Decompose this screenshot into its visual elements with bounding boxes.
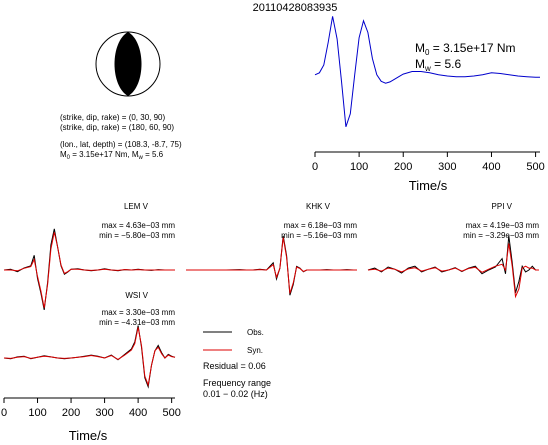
wave-x-tick-label: 400 — [129, 407, 147, 419]
wave-x-tick-label: 100 — [28, 407, 46, 419]
stf-x-ticks: 0 100 200 300 400 500 — [312, 152, 545, 173]
legend-obs-label: Obs. — [247, 328, 264, 337]
ppi-observed-trace — [367, 235, 539, 293]
stf-x-axis-label: Time/s — [409, 178, 448, 193]
event-location: (lon., lat, depth) = (108.3, -8.7, 75) — [60, 140, 182, 149]
station-name: LEM V — [124, 202, 149, 211]
station-name: WSI V — [125, 291, 148, 300]
station-panel-wsi: WSI V max = 3.30e−03 mm min = −4.31e−03 … — [99, 291, 175, 327]
waveform-traces — [3, 228, 539, 389]
moment-line: M0 = 3.15e+17 Nm, Mw = 5.6 — [60, 150, 164, 161]
stf-x-tick-label: 300 — [438, 161, 456, 173]
station-min: min = −4.31e−03 mm — [99, 318, 175, 327]
figure-title: 20110428083935 — [253, 2, 338, 14]
wave-x-tick-label: 300 — [95, 407, 113, 419]
lem-synthetic-trace — [4, 232, 175, 308]
legend-syn-label: Syn. — [247, 346, 263, 355]
station-max: max = 4.63e−03 mm — [102, 221, 176, 230]
station-min: min = −3.29e−03 mm — [463, 231, 539, 240]
stf-m0-label: M0 = 3.15e+17 Nm — [415, 41, 516, 57]
station-max: max = 4.19e−03 mm — [466, 221, 540, 230]
station-panel-lem: LEM V max = 4.63e−03 mm min = −5.80e−03 … — [99, 202, 175, 240]
stf-series-line — [314, 16, 540, 127]
nodal-plane-2: (strike, dip, rake) = (180, 60, 90) — [60, 123, 174, 132]
stf-x-tick-label: 200 — [394, 161, 412, 173]
wsi-synthetic-trace — [3, 327, 176, 387]
wave-x-axis-label: Time/s — [69, 428, 108, 443]
khk-synthetic-trace — [186, 237, 357, 294]
focal-mechanism-beachball — [95, 31, 161, 97]
stf-x-tick-label: 100 — [350, 161, 368, 173]
station-panel-ppi: PPI V max = 4.19e−03 mm min = −3.29e−03 … — [463, 202, 539, 240]
stf-mw-label: Mw = 5.6 — [415, 57, 461, 73]
wave-x-tick-label: 200 — [62, 407, 80, 419]
ppi-synthetic-trace — [367, 243, 539, 299]
station-name: KHK V — [306, 202, 331, 211]
station-min: min = −5.80e−03 mm — [99, 231, 175, 240]
stf-x-tick-label: 400 — [482, 161, 500, 173]
wave-time-axis: 0 100 200 300 400 500 Time/s — [1, 397, 181, 443]
wave-x-ticks: 0 100 200 300 400 500 — [1, 398, 181, 419]
stf-x-tick-label: 0 — [312, 161, 318, 173]
station-max: max = 3.30e−03 mm — [102, 308, 176, 317]
station-name: PPI V — [492, 202, 513, 211]
legend: Obs. Syn. Residual = 0.06 Frequency rang… — [203, 328, 271, 399]
stf-plot: 0 100 200 300 400 500 Time/s M0 = 3.15e+17 Nm… — [312, 16, 545, 193]
nodal-plane-1: (strike, dip, rake) = (0, 30, 90) — [60, 113, 165, 122]
lem-observed-trace — [3, 228, 175, 310]
wave-x-tick-label: 500 — [162, 407, 180, 419]
station-min: min = −5.16e−03 mm — [281, 231, 357, 240]
frequency-range-value: 0.01 − 0.02 (Hz) — [203, 389, 268, 399]
residual-label: Residual = 0.06 — [203, 361, 266, 371]
station-panel-khk: KHK V max = 6.18e−03 mm min = −5.16e−03 … — [281, 202, 357, 240]
wave-x-tick-label: 0 — [1, 407, 7, 419]
frequency-range-label: Frequency range — [203, 378, 271, 388]
stf-x-tick-label: 500 — [526, 161, 544, 173]
station-max: max = 6.18e−03 mm — [284, 221, 358, 230]
